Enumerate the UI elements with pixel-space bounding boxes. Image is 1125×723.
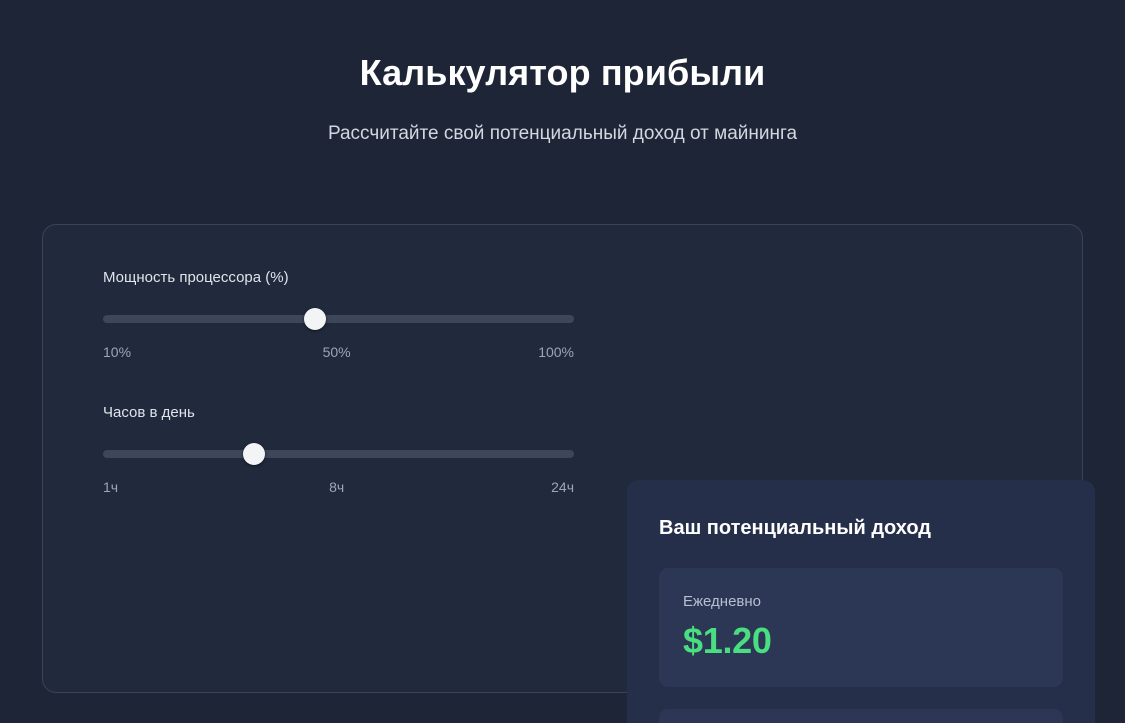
cpu-power-slider[interactable]: [103, 308, 574, 330]
page-subtitle: Рассчитайте свой потенциальный доход от …: [327, 123, 798, 145]
cpu-power-slider-track[interactable]: [103, 315, 574, 323]
controls-column: Мощность процессора (%) 10% 50% 100% Час…: [73, 257, 574, 660]
control-group-hours-per-day: Часов в день 1ч 8ч 24ч: [103, 404, 574, 495]
cpu-power-scale: 10% 50% 100%: [103, 344, 574, 360]
cpu-power-min-label: 10%: [103, 344, 132, 360]
hours-per-day-scale: 1ч 8ч 24ч: [103, 479, 574, 495]
metric-card-monthly: Ежемесячно $36.00: [659, 708, 1063, 723]
hours-per-day-slider[interactable]: [103, 443, 574, 465]
hours-per-day-slider-thumb[interactable]: [242, 443, 265, 465]
page-title: Калькулятор прибыли: [359, 52, 766, 93]
cpu-power-mid-label: 50%: [322, 344, 351, 360]
cpu-power-slider-thumb[interactable]: [303, 308, 326, 330]
hours-per-day-max-label: 24ч: [551, 479, 574, 495]
cpu-power-max-label: 100%: [538, 344, 574, 360]
hours-per-day-mid-label: 8ч: [329, 479, 345, 495]
control-group-cpu-power: Мощность процессора (%) 10% 50% 100%: [103, 269, 574, 360]
hours-per-day-slider-track[interactable]: [103, 450, 574, 458]
daily-income-value: $1.20: [683, 620, 772, 661]
hours-per-day-min-label: 1ч: [103, 479, 119, 495]
page-header: Калькулятор прибыли Рассчитайте свой пот…: [0, 0, 1125, 147]
calculator-card: Мощность процессора (%) 10% 50% 100% Час…: [42, 224, 1095, 723]
daily-income-label: Ежедневно: [683, 593, 762, 610]
hours-per-day-label: Часов в день: [103, 404, 195, 421]
results-panel: Ваш потенциальный доход Ежедневно $1.20 …: [627, 480, 1095, 723]
results-title: Ваш потенциальный доход: [659, 517, 932, 539]
metric-card-daily: Ежедневно $1.20: [659, 568, 1063, 687]
cpu-power-label: Мощность процессора (%): [103, 269, 289, 286]
